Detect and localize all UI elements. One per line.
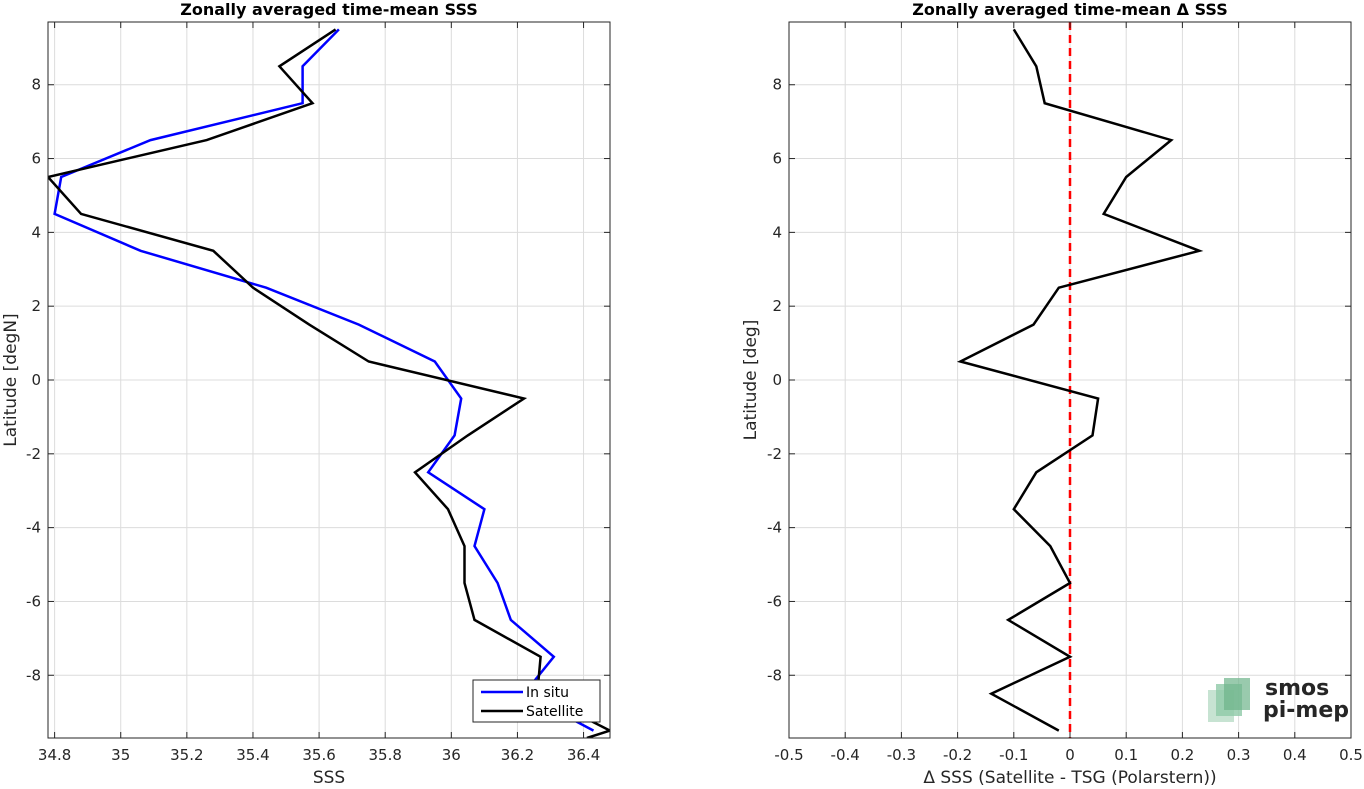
left-x-tick-label: 35.2 xyxy=(170,746,203,764)
delta-sss-profile-panel: -0.5 -0.4 -0.3 -0.2 -0.1 0 0.1 0.2 0.3 0.4 0.5 -8 -6… xyxy=(741,0,1363,788)
right-x-tick-label: 0.5 xyxy=(1339,746,1363,764)
left-x-tick-label: 35.8 xyxy=(368,746,401,764)
right-y-tick-label: 6 xyxy=(772,150,782,168)
left-y-tick-label: 4 xyxy=(31,223,41,241)
left-x-tick-label: 35.6 xyxy=(302,746,335,764)
right-y-tick-label: 8 xyxy=(772,76,782,94)
left-series-line-satellite xyxy=(48,28,610,738)
legend-label-in-situ: In situ xyxy=(526,685,569,701)
right-x-tick-label: 0 xyxy=(1065,746,1075,764)
left-chart-title: Zonally averaged time-mean SSS xyxy=(180,0,478,19)
right-x-tick-label: -0.3 xyxy=(887,746,916,764)
logo-text-smos: smos xyxy=(1265,676,1329,701)
left-x-tick-label: 36 xyxy=(442,746,461,764)
left-y-tick-label: 8 xyxy=(31,76,41,94)
left-x-tick-label: 36.4 xyxy=(567,746,600,764)
right-y-tick-label: 0 xyxy=(772,371,782,389)
sss-profile-panel: 34.8 35 35.2 35.4 35.6 35.8 36 36.2 36.4 -8 -6 -4 -2… xyxy=(1,0,611,788)
right-y-tick-label: 4 xyxy=(772,223,782,241)
left-plot-area: 34.8 35 35.2 35.4 35.6 35.8 36 36.2 36.4 -8 -6 -4 -2… xyxy=(26,21,611,764)
right-y-tick-label: -6 xyxy=(767,592,782,610)
left-y-tick-label: -6 xyxy=(26,592,41,610)
logo-text-pimep: pi-mep xyxy=(1263,698,1349,723)
logo-emblem-icon xyxy=(1208,678,1250,722)
right-y-tick-label: -2 xyxy=(767,445,782,463)
left-y-tick-label: 0 xyxy=(31,371,41,389)
left-y-tick-label: 2 xyxy=(31,297,41,315)
right-y-tick-label: 2 xyxy=(772,297,782,315)
right-y-tick-label: -4 xyxy=(767,519,782,537)
left-y-tick-label: 6 xyxy=(31,150,41,168)
left-y-tick-label: -2 xyxy=(26,445,41,463)
legend-label-satellite: Satellite xyxy=(526,704,583,720)
right-x-axis-label: Δ SSS (Satellite - TSG (Polarstern)) xyxy=(923,768,1216,788)
right-series-line-delta xyxy=(956,28,1204,732)
smos-pimep-logo: smos pi-mep xyxy=(1208,676,1349,723)
legend-box xyxy=(472,679,601,723)
right-x-tick-label: 0.2 xyxy=(1170,746,1194,764)
left-y-axis-label: Latitude [degN] xyxy=(1,313,21,446)
left-x-axis-label: SSS xyxy=(313,768,345,788)
left-y-tick-label: -8 xyxy=(26,666,41,684)
right-x-tick-label: -0.1 xyxy=(999,746,1028,764)
left-y-tick-label: -4 xyxy=(26,519,41,537)
right-x-tick-label: -0.4 xyxy=(831,746,860,764)
right-x-tick-label: -0.5 xyxy=(774,746,803,764)
right-x-tick-label: 0.4 xyxy=(1283,746,1307,764)
right-plot-area: -0.5 -0.4 -0.3 -0.2 -0.1 0 0.1 0.2 0.3 0.4 0.5 -8 -6… xyxy=(767,21,1363,764)
left-x-tick-label: 35.4 xyxy=(236,746,269,764)
right-x-tick-label: 0.3 xyxy=(1227,746,1251,764)
left-x-tick-label: 36.2 xyxy=(501,746,534,764)
left-x-tick-label: 35 xyxy=(111,746,130,764)
right-x-tick-label: 0.1 xyxy=(1114,746,1138,764)
right-y-tick-label: -8 xyxy=(767,666,782,684)
left-legend: In situ Satellite xyxy=(472,679,601,723)
right-chart-title: Zonally averaged time-mean Δ SSS xyxy=(912,0,1228,19)
right-y-axis-label: Latitude [deg] xyxy=(741,320,761,441)
left-x-tick-label: 34.8 xyxy=(38,746,71,764)
right-x-tick-label: -0.2 xyxy=(943,746,972,764)
